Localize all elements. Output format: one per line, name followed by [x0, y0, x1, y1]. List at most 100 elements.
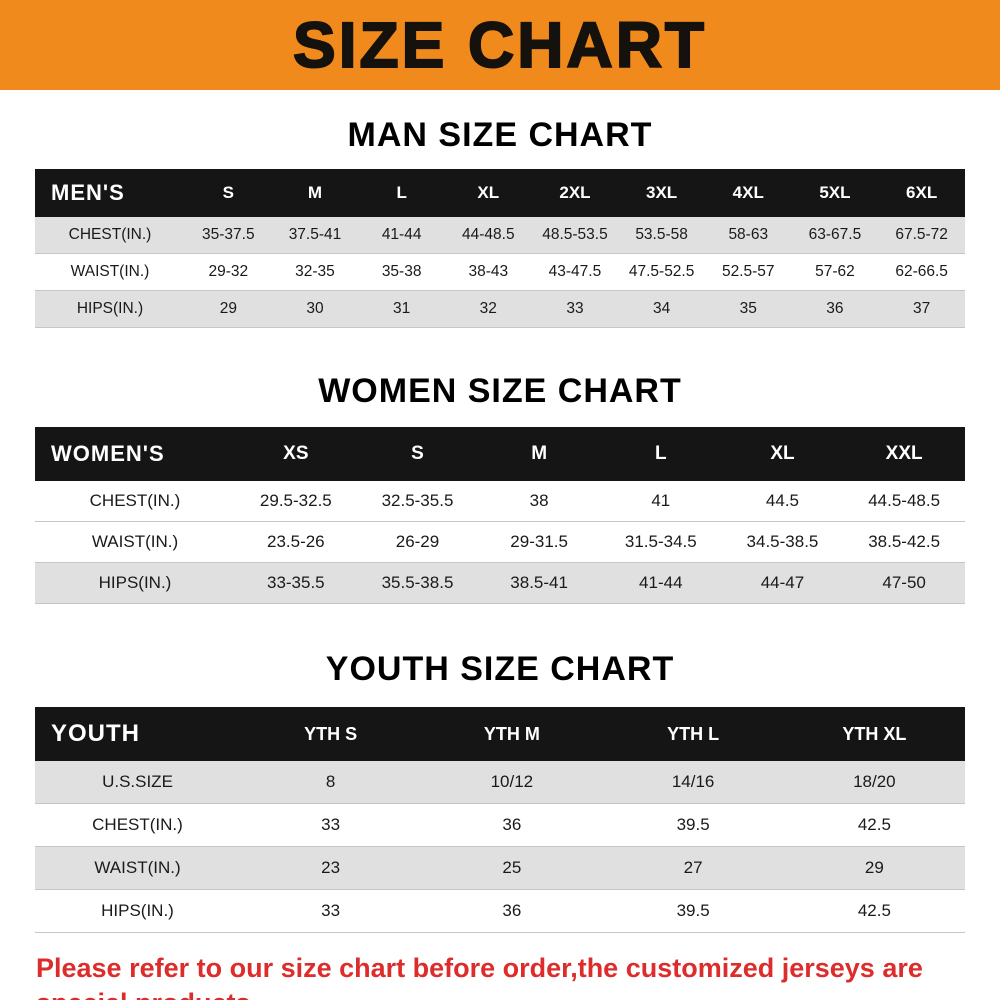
women-column-header: XXL [843, 427, 965, 481]
size-value-cell: 29.5-32.5 [235, 481, 357, 522]
size-value-cell: 8 [240, 761, 422, 804]
size-value-cell: 29 [783, 846, 965, 890]
size-value-cell: 34 [618, 290, 705, 328]
size-value-cell: 35.5-38.5 [356, 562, 479, 604]
size-value-cell: 42.5 [783, 889, 965, 933]
size-value-cell: 48.5-53.5 [531, 217, 619, 254]
size-value-cell: 35-37.5 [185, 217, 272, 254]
men-column-header: M [271, 169, 359, 217]
women-column-header: L [599, 427, 722, 481]
women-column-header: M [478, 427, 600, 481]
size-value-cell: 44.5 [721, 481, 844, 522]
size-value-cell: 27 [602, 846, 784, 890]
size-value-cell: 32-35 [271, 253, 359, 291]
size-value-cell: 32.5-35.5 [356, 481, 479, 522]
size-value-cell: 39.5 [602, 803, 784, 847]
size-value-cell: 44.5-48.5 [843, 481, 965, 522]
size-value-cell: 38.5-42.5 [843, 521, 965, 563]
size-value-cell: 53.5-58 [618, 217, 705, 254]
size-value-cell: 23.5-26 [235, 521, 357, 563]
size-value-cell: 35 [704, 290, 792, 328]
size-value-cell: 38 [478, 481, 600, 522]
youth-size-table: YOUTH YTH S YTH M YTH L YTH XL U.S.SIZE 8 10/1… [35, 707, 965, 933]
size-value-cell: 33 [240, 803, 422, 847]
men-column-header: 2XL [531, 169, 619, 217]
size-value-cell: 41-44 [599, 562, 722, 604]
youth-section: YOUTH SIZE CHART YOUTH YTH S YTH M YTH L YTH… [0, 650, 1000, 933]
size-value-cell: 18/20 [783, 761, 965, 804]
size-value-cell: 30 [271, 290, 359, 328]
size-value-cell: 10/12 [421, 761, 603, 804]
men-table-row: HIPS(IN.) 29 30 31 32 33 34 35 36 37 [35, 290, 965, 328]
men-column-header: 4XL [704, 169, 792, 217]
youth-section-heading: YOUTH SIZE CHART [325, 650, 675, 688]
footer-note: Please refer to our size chart before or… [36, 951, 964, 1000]
youth-table-body: U.S.SIZE 8 10/12 14/16 18/20 CHEST(IN.) 33 36 39… [35, 761, 965, 933]
size-value-cell: 36 [421, 889, 603, 933]
row-label: CHEST(IN.) [35, 803, 240, 847]
size-value-cell: 63-67.5 [791, 217, 879, 254]
men-column-header: S [185, 169, 272, 217]
women-size-table: WOMEN'S XS S M L XL XXL CHEST(IN.) 29.5-32.5 32.… [35, 427, 965, 604]
row-label: CHEST(IN.) [35, 217, 185, 254]
size-value-cell: 33-35.5 [235, 562, 357, 604]
size-value-cell: 32 [444, 290, 532, 328]
size-value-cell: 26-29 [356, 521, 479, 563]
size-value-cell: 62-66.5 [878, 253, 965, 291]
youth-table-row: HIPS(IN.) 33 36 39.5 42.5 [35, 889, 965, 933]
youth-table-row: WAIST(IN.) 23 25 27 29 [35, 846, 965, 890]
youth-column-header: YTH M [421, 707, 603, 761]
women-table-body: CHEST(IN.) 29.5-32.5 32.5-35.5 38 41 44.5 44.5… [35, 481, 965, 604]
row-label: HIPS(IN.) [35, 562, 235, 604]
men-table-row: CHEST(IN.) 35-37.5 37.5-41 41-44 44-48.5 48.5… [35, 217, 965, 254]
men-corner-label: MEN'S [35, 169, 185, 217]
size-value-cell: 43-47.5 [531, 253, 619, 291]
size-value-cell: 37 [878, 290, 965, 328]
row-label: CHEST(IN.) [35, 481, 235, 522]
women-section-heading: WOMEN SIZE CHART [318, 372, 682, 410]
row-label: HIPS(IN.) [35, 889, 240, 933]
size-value-cell: 33 [240, 889, 422, 933]
size-value-cell: 47-50 [843, 562, 965, 604]
size-value-cell: 42.5 [783, 803, 965, 847]
women-column-header: XL [721, 427, 844, 481]
size-value-cell: 44-48.5 [444, 217, 532, 254]
men-table-row: WAIST(IN.) 29-32 32-35 35-38 38-43 43-47.5 47.… [35, 253, 965, 291]
women-corner-label: WOMEN'S [35, 427, 235, 481]
size-value-cell: 57-62 [791, 253, 879, 291]
size-value-cell: 52.5-57 [704, 253, 792, 291]
men-column-header: L [358, 169, 445, 217]
size-value-cell: 36 [791, 290, 879, 328]
size-value-cell: 37.5-41 [271, 217, 359, 254]
banner-title: SIZE CHART [292, 8, 707, 82]
men-section-heading: MAN SIZE CHART [347, 116, 653, 154]
size-value-cell: 31 [358, 290, 445, 328]
size-value-cell: 47.5-52.5 [618, 253, 705, 291]
row-label: WAIST(IN.) [35, 521, 235, 563]
women-column-header: XS [235, 427, 357, 481]
row-label: WAIST(IN.) [35, 846, 240, 890]
women-table-row: WAIST(IN.) 23.5-26 26-29 29-31.5 31.5-34.5 34… [35, 521, 965, 563]
size-value-cell: 36 [421, 803, 603, 847]
women-header-row: WOMEN'S XS S M L XL XXL [35, 427, 965, 481]
size-chart-banner: SIZE CHART [0, 0, 1000, 90]
size-value-cell: 31.5-34.5 [599, 521, 722, 563]
size-value-cell: 41-44 [358, 217, 445, 254]
row-label: U.S.SIZE [35, 761, 240, 804]
row-label: HIPS(IN.) [35, 290, 185, 328]
youth-table-row: CHEST(IN.) 33 36 39.5 42.5 [35, 803, 965, 847]
men-column-header: XL [444, 169, 532, 217]
women-table-row: CHEST(IN.) 29.5-32.5 32.5-35.5 38 41 44.5 44.5… [35, 481, 965, 522]
women-column-header: S [356, 427, 479, 481]
men-table-body: CHEST(IN.) 35-37.5 37.5-41 41-44 44-48.5 48.5… [35, 217, 965, 328]
youth-header-row: YOUTH YTH S YTH M YTH L YTH XL [35, 707, 965, 761]
size-value-cell: 35-38 [358, 253, 445, 291]
men-section: MAN SIZE CHART MEN'S S M L XL 2XL 3XL 4XL 5XL 6XL… [0, 116, 1000, 328]
size-value-cell: 44-47 [721, 562, 844, 604]
size-value-cell: 39.5 [602, 889, 784, 933]
women-section: WOMEN SIZE CHART WOMEN'S XS S M L XL XXL CHEST… [0, 372, 1000, 604]
size-value-cell: 67.5-72 [878, 217, 965, 254]
size-value-cell: 34.5-38.5 [721, 521, 844, 563]
youth-corner-label: YOUTH [35, 707, 240, 761]
size-value-cell: 58-63 [704, 217, 792, 254]
